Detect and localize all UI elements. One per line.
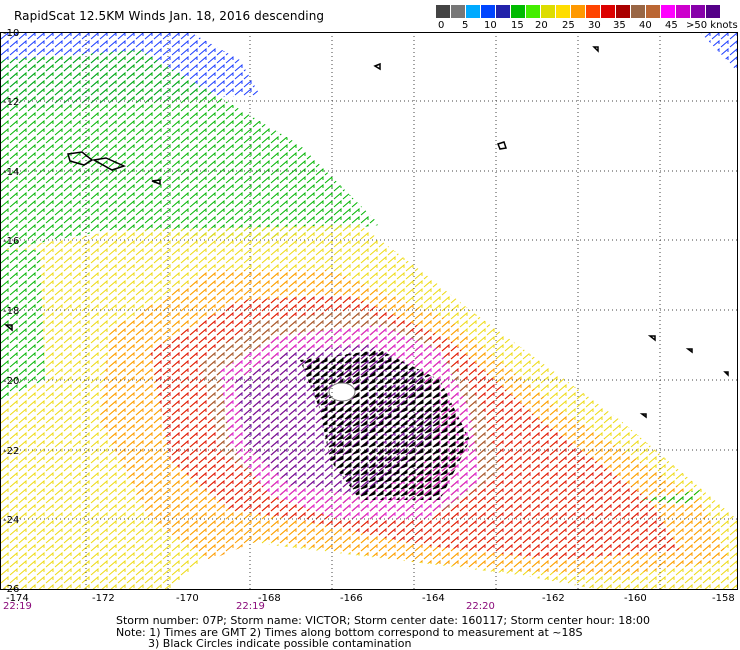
legend-swatch [496,5,511,18]
y-tick: -26 [3,584,19,595]
legend-swatch [661,5,676,18]
legend-label: 35 [613,20,626,31]
y-tick: -12 [3,97,19,108]
legend-label: 10 [484,20,497,31]
time-label: 22:19 [3,601,32,612]
x-tick: -168 [258,593,281,604]
legend-color-bar [436,5,721,18]
legend-label: 30 [588,20,601,31]
legend-swatch [616,5,631,18]
storm-eye [328,382,356,402]
swath-green-band [0,50,380,250]
legend-swatch [706,5,721,18]
legend-label: 45 [665,20,678,31]
x-tick-labels: -174 -172 -170 -168 -166 -164 -162 -160 … [6,593,735,604]
x-tick: -172 [92,593,115,604]
coastlines [3,46,729,419]
legend-swatch [466,5,481,18]
legend-swatch [556,5,571,18]
storm-info-line: Storm number: 07P; Storm name: VICTOR; S… [116,614,650,627]
wind-swath [0,32,738,590]
swath-green-left [0,240,45,400]
time-label: 22:20 [466,601,495,612]
legend-swatch [631,5,646,18]
y-tick: -16 [3,236,19,247]
legend-swatch [646,5,661,18]
legend-label: 15 [511,20,524,31]
legend-swatch [601,5,616,18]
y-tick: -10 [3,28,19,39]
legend-label: 0 [438,20,445,31]
legend-swatch [436,5,451,18]
x-tick: -166 [340,593,363,604]
y-tick: -22 [3,446,19,457]
legend-swatch [511,5,526,18]
legend-label: >50 knots [686,20,738,31]
legend-label: 25 [562,20,575,31]
y-tick: -24 [3,515,19,526]
x-tick: -160 [624,593,647,604]
legend-swatch [571,5,586,18]
time-label: 22:19 [236,601,265,612]
y-tick: -14 [3,167,19,178]
legend-label: 20 [535,20,548,31]
legend-label: 5 [462,20,469,31]
map-frame [0,32,738,590]
legend-swatch [586,5,601,18]
map-title: RapidScat 12.5KM Winds Jan. 18, 2016 des… [14,9,325,23]
note-line: 3) Black Circles indicate possible conta… [148,637,412,650]
legend-swatch [451,5,466,18]
y-tick: -20 [3,376,19,387]
legend-swatch [541,5,556,18]
swath-blue-corner [700,32,738,72]
color-legend: 0 5 10 15 20 25 30 35 40 45 >50 knots [436,5,738,35]
swath-green-rim [640,490,700,505]
x-tick: -170 [176,593,199,604]
legend-swatch [526,5,541,18]
x-tick: -162 [542,593,565,604]
graticule [0,32,738,590]
x-tick: -174 [6,593,29,604]
legend-swatch [481,5,496,18]
x-tick: -158 [712,593,735,604]
legend-swatch [691,5,706,18]
x-tick: -164 [422,593,445,604]
y-tick: -18 [3,306,19,317]
legend-label: 40 [639,20,652,31]
legend-swatch [676,5,691,18]
y-tick-labels: -10 -12 -14 -16 -18 -20 -22 -24 -26 [3,28,19,595]
note-line: Note: 1) Times are GMT 2) Times along bo… [116,626,583,639]
